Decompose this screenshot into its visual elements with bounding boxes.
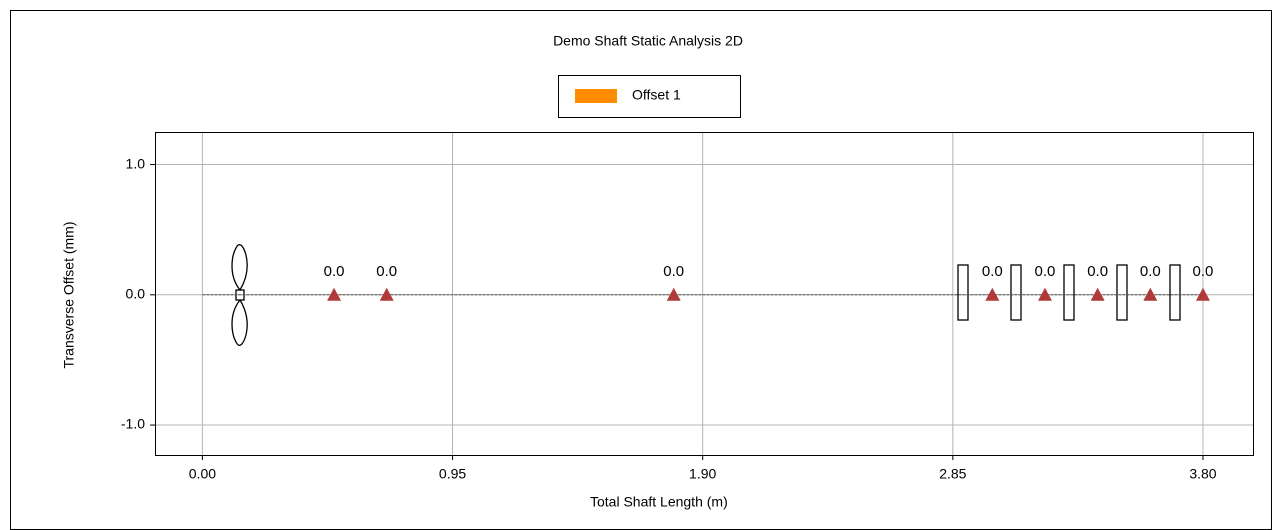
y-tick-label: 1.0	[126, 155, 146, 171]
y-tick-label: 0.0	[126, 286, 146, 302]
data-label: 0.0	[1140, 263, 1161, 280]
propeller-blade	[232, 300, 247, 345]
y-tick-label: -1.0	[121, 416, 145, 432]
data-label: 0.0	[1193, 263, 1214, 280]
data-label: 0.0	[1087, 263, 1108, 280]
data-label: 0.0	[376, 263, 397, 280]
component	[1064, 265, 1074, 320]
component	[958, 265, 968, 320]
x-tick-label: 1.90	[689, 466, 716, 482]
x-tick-label: 3.80	[1189, 466, 1216, 482]
plot	[155, 132, 1253, 455]
x-tick-label: 0.95	[439, 466, 466, 482]
x-tick-label: 0.00	[189, 466, 216, 482]
data-label: 0.0	[663, 263, 684, 280]
plot-area	[156, 133, 1254, 456]
propeller-blade	[232, 245, 247, 290]
legend-swatch	[575, 89, 617, 103]
x-tick-label: 2.85	[939, 466, 966, 482]
chart: Demo Shaft Static Analysis 2D Total Shaf…	[0, 0, 1282, 530]
chart-title: Demo Shaft Static Analysis 2D	[553, 33, 743, 49]
component	[1117, 265, 1127, 320]
data-label: 0.0	[1035, 263, 1056, 280]
component	[1170, 265, 1180, 320]
y-axis-title: Transverse Offset (mm)	[61, 221, 77, 368]
x-axis-title: Total Shaft Length (m)	[590, 494, 728, 510]
data-label: 0.0	[324, 263, 345, 280]
component	[1011, 265, 1021, 320]
legend-label: Offset 1	[632, 87, 681, 103]
data-label: 0.0	[982, 263, 1003, 280]
